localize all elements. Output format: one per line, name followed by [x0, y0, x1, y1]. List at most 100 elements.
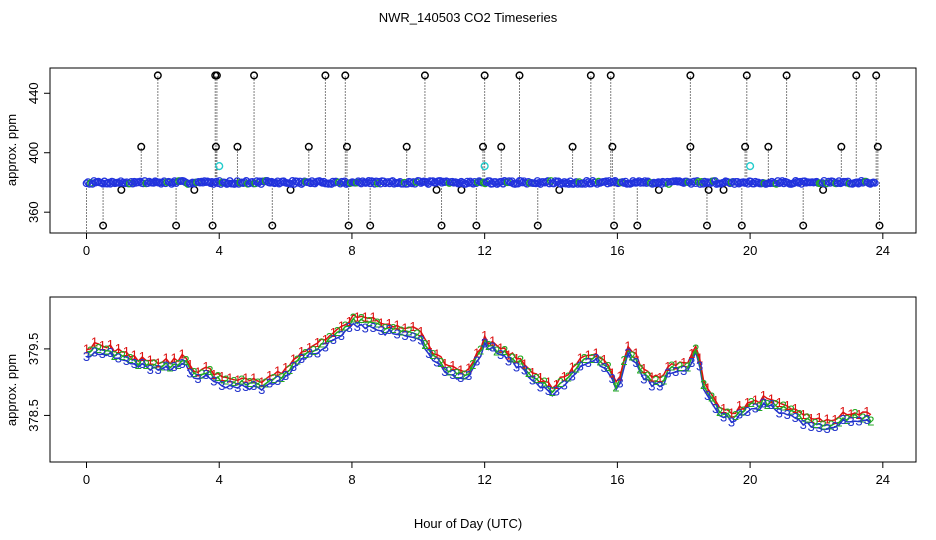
bottom-series-marker-1: 1 — [481, 328, 488, 343]
bottom-series-marker-2: 2 — [389, 321, 396, 336]
bottom-series-marker-2: 2 — [788, 403, 795, 418]
top-low-point — [208, 221, 217, 230]
bottom-series-marker-2: 2 — [190, 365, 197, 380]
bottom-series-marker-1: 1 — [115, 341, 122, 356]
top-spike-point — [852, 71, 861, 80]
top-xtick-label: 16 — [610, 243, 624, 258]
bottom-series-marker-2: 2 — [222, 373, 229, 388]
top-spike-point — [212, 71, 221, 80]
top-low-point — [610, 221, 619, 230]
bottom-series-marker-1: 1 — [545, 374, 552, 389]
bottom-series-marker-1: 1 — [449, 358, 456, 373]
bottom-series-marker-1: 1 — [425, 337, 432, 352]
bottom-series-marker-1: 1 — [354, 310, 361, 325]
bottom-series-marker-2: 2 — [159, 358, 166, 373]
bottom-series-marker-2: 2 — [668, 359, 675, 374]
bottom-series-marker-3: 3 — [489, 339, 496, 354]
bottom-series-marker-3: 3 — [823, 421, 830, 436]
top-spike-point — [402, 142, 411, 151]
bottom-series-marker-3: 3 — [585, 355, 592, 370]
bottom-series-line-3 — [86, 322, 872, 431]
bottom-series-marker-3: 3 — [521, 362, 528, 377]
bottom-series-marker-3: 3 — [736, 407, 743, 422]
bottom-series-marker-3: 3 — [672, 364, 679, 379]
bottom-series-marker-1: 1 — [465, 361, 472, 376]
bottom-series-marker-2: 2 — [604, 359, 611, 374]
bottom-series-marker-3: 3 — [847, 414, 854, 429]
bottom-series-marker-3: 3 — [370, 320, 377, 335]
bottom-series-marker-1: 1 — [155, 356, 162, 371]
bottom-series-marker-2: 2 — [684, 359, 691, 374]
bottom-series-marker-1: 1 — [704, 380, 711, 395]
bottom-series-marker-2: 2 — [469, 357, 476, 372]
top-spike-point — [137, 142, 146, 151]
top-spike-point — [742, 71, 751, 80]
top-panel-y-axis: 360 400 440 — [26, 82, 50, 223]
bottom-series-line-1 — [86, 313, 872, 423]
top-spike-point — [568, 142, 577, 151]
bottom-series-marker-3: 3 — [194, 371, 201, 386]
top-spike-point — [211, 142, 220, 151]
bottom-series-marker-1: 1 — [640, 361, 647, 376]
bottom-series-marker-2: 2 — [525, 365, 532, 380]
bottom-series-marker-2: 2 — [461, 367, 468, 382]
bottom-series-marker-3: 3 — [720, 410, 727, 425]
bottom-series-marker-1: 1 — [282, 360, 289, 375]
bottom-series-marker-3: 3 — [330, 332, 337, 347]
bottom-series-marker-2: 2 — [796, 407, 803, 422]
top-panel-marks — [82, 71, 884, 233]
bottom-series-marker-3: 3 — [441, 364, 448, 379]
bottom-series-marker-1: 1 — [393, 317, 400, 332]
bottom-series-marker-1: 1 — [178, 347, 185, 362]
bottom-series-marker-2: 2 — [246, 375, 253, 390]
bottom-series-marker-3: 3 — [322, 340, 329, 355]
bottom-series-marker-1: 1 — [473, 345, 480, 360]
bottom-series-marker-3: 3 — [378, 323, 385, 338]
top-spike-point — [837, 142, 846, 151]
bottom-series-marker-2: 2 — [843, 412, 850, 427]
top-spike-point — [872, 71, 881, 80]
top-ytick-label: 400 — [26, 142, 41, 164]
bottom-series-marker-1: 1 — [385, 316, 392, 331]
bottom-series-marker-1: 1 — [489, 334, 496, 349]
top-spike-point — [764, 142, 773, 151]
bottom-series-marker-1: 1 — [194, 364, 201, 379]
bottom-series-marker-1: 1 — [728, 405, 735, 420]
bottom-series-marker-2: 2 — [286, 362, 293, 377]
bottom-series-marker-3: 3 — [346, 320, 353, 335]
bottom-panel-y-axis: 378.5 379.5 — [26, 333, 50, 432]
bottom-series-marker-2: 2 — [859, 410, 866, 425]
bottom-series-marker-1: 1 — [314, 335, 321, 350]
bottom-series-marker-2: 2 — [302, 346, 309, 361]
bottom-series-marker-2: 2 — [182, 353, 189, 368]
bottom-series-marker-3: 3 — [696, 358, 703, 373]
bottom-series-marker-2: 2 — [397, 323, 404, 338]
bottom-series-marker-3: 3 — [266, 376, 273, 391]
bottom-series-marker-3: 3 — [839, 412, 846, 427]
bottom-series-marker-1: 1 — [815, 410, 822, 425]
top-spike-point — [304, 142, 313, 151]
bottom-series-marker-2: 2 — [453, 366, 460, 381]
bottom-series-marker-3: 3 — [815, 420, 822, 435]
top-spike-point — [515, 71, 524, 80]
bottom-series-marker-2: 2 — [493, 343, 500, 358]
bottom-xtick-label: 8 — [348, 472, 355, 487]
bottom-series-marker-1: 1 — [290, 352, 297, 367]
top-low-point — [344, 221, 353, 230]
bottom-series-marker-1: 1 — [83, 342, 90, 357]
bottom-series-marker-2: 2 — [374, 315, 381, 330]
bottom-series-marker-1: 1 — [417, 324, 424, 339]
bottom-series-marker-1: 1 — [107, 337, 114, 352]
bottom-series-marker-3: 3 — [234, 380, 241, 395]
top-low-point — [633, 221, 642, 230]
bottom-series-marker-1: 1 — [696, 351, 703, 366]
top-panel-frame — [49, 67, 917, 234]
bottom-series-marker-3: 3 — [640, 372, 647, 387]
bottom-series-marker-2: 2 — [636, 361, 643, 376]
bottom-series-marker-1: 1 — [433, 347, 440, 362]
bottom-series-marker-3: 3 — [545, 383, 552, 398]
bottom-series-line-2 — [86, 317, 872, 427]
bottom-series-marker-2: 2 — [477, 343, 484, 358]
bottom-series-marker-3: 3 — [608, 371, 615, 386]
